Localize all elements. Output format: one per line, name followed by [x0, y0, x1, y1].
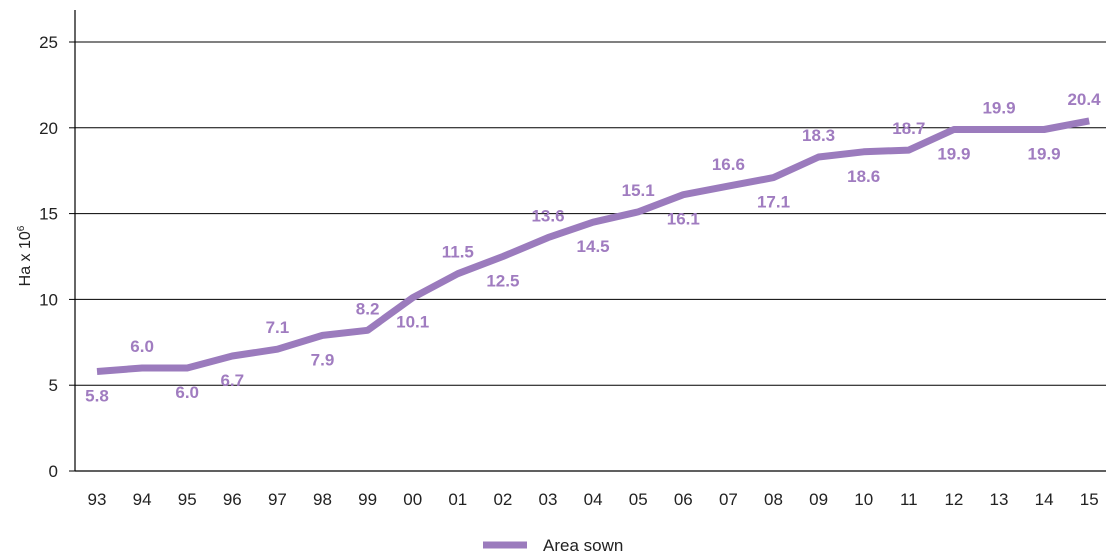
data-label: 6.0 — [175, 383, 199, 402]
x-tick-label: 97 — [268, 490, 287, 509]
x-tick-label: 95 — [178, 490, 197, 509]
data-label: 6.0 — [130, 337, 154, 356]
x-tick-label: 02 — [493, 490, 512, 509]
x-tick-label: 06 — [674, 490, 693, 509]
data-label: 12.5 — [486, 272, 519, 291]
x-tick-label: 12 — [944, 490, 963, 509]
gridlines — [69, 41, 1106, 472]
data-label: 19.9 — [937, 145, 970, 164]
data-label: 5.8 — [85, 386, 109, 405]
x-tick-label: 94 — [133, 490, 152, 509]
data-labels: 5.8 6.0 6.0 6.7 7.1 7.9 8.2 10.1 11.5 12.5 13.6 14.… — [85, 90, 1101, 406]
x-tick-label: 05 — [629, 490, 648, 509]
x-tick-label: 96 — [223, 490, 242, 509]
data-label: 19.9 — [982, 99, 1015, 118]
y-axis-title-main: Ha x 10 — [17, 231, 34, 286]
y-tick-label: 0 — [49, 462, 58, 481]
data-label: 15.1 — [622, 181, 655, 200]
y-tick-label: 5 — [49, 376, 58, 395]
data-label: 17.1 — [757, 193, 790, 212]
data-label: 13.6 — [531, 207, 564, 226]
x-tick-label: 09 — [809, 490, 828, 509]
data-label: 18.3 — [802, 126, 835, 145]
y-tick-label: 25 — [39, 33, 58, 52]
x-tick-label: 99 — [358, 490, 377, 509]
data-label: 18.7 — [892, 119, 925, 138]
x-tick-labels: 93 94 95 96 97 98 99 00 01 02 03 04 05 06 07 08 09 10 11 12… — [88, 490, 1099, 509]
data-label: 8.2 — [356, 299, 380, 318]
data-label: 11.5 — [442, 243, 474, 262]
x-tick-label: 13 — [990, 490, 1009, 509]
x-tick-label: 00 — [403, 490, 422, 509]
data-label: 18.6 — [847, 167, 880, 186]
y-tick-labels: 0 5 10 15 20 25 — [39, 33, 58, 481]
data-label: 16.1 — [667, 210, 700, 229]
y-axis-title: Ha x 106 — [16, 225, 34, 286]
x-tick-label: 01 — [448, 490, 467, 509]
data-label: 16.6 — [712, 155, 745, 174]
y-tick-label: 10 — [39, 290, 58, 309]
x-tick-label: 11 — [900, 490, 918, 509]
x-tick-label: 14 — [1035, 490, 1054, 509]
x-tick-label: 93 — [88, 490, 107, 509]
x-tick-label: 10 — [854, 490, 873, 509]
y-axis-title-superscript: 6 — [16, 225, 27, 231]
data-label: 10.1 — [396, 313, 429, 332]
x-tick-label: 98 — [313, 490, 332, 509]
y-tick-label: 15 — [39, 205, 58, 224]
x-tick-label: 03 — [539, 490, 558, 509]
x-tick-label: 04 — [584, 490, 603, 509]
data-label: 19.9 — [1028, 145, 1061, 164]
x-tick-label: 15 — [1080, 490, 1099, 509]
series-line-area-sown — [96, 117, 1090, 375]
data-label: 14.5 — [577, 237, 610, 256]
y-tick-label: 20 — [39, 119, 58, 138]
data-label: 7.9 — [311, 350, 335, 369]
data-label: 20.4 — [1067, 90, 1101, 109]
x-tick-label: 08 — [764, 490, 783, 509]
data-label: 7.1 — [266, 318, 290, 337]
data-label: 6.7 — [220, 371, 244, 390]
x-tick-label: 07 — [719, 490, 738, 509]
legend-label: Area sown — [543, 536, 623, 555]
axes — [74, 10, 1106, 472]
legend: Area sown — [483, 536, 623, 555]
